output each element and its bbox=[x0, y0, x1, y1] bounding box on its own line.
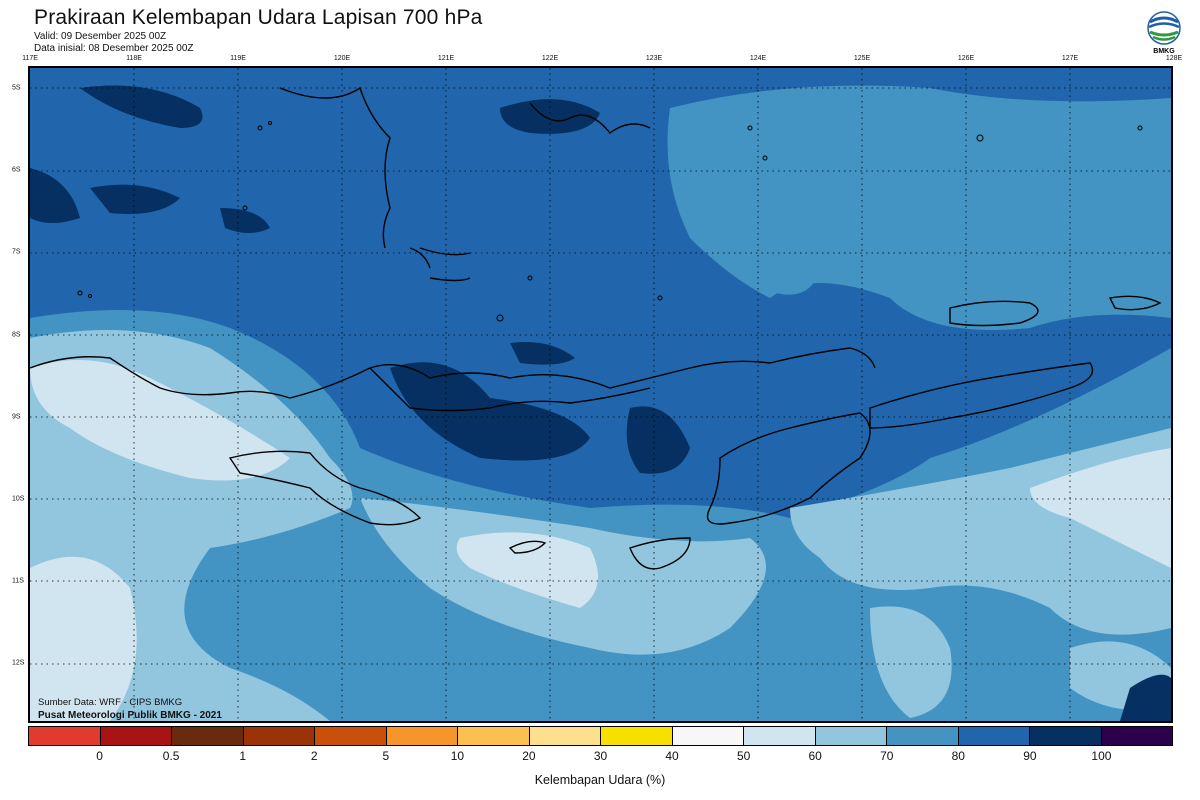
colorbar-segment bbox=[1101, 727, 1172, 745]
colorbar-label: 10 bbox=[450, 749, 465, 763]
lat-tick-label: 6S bbox=[12, 166, 21, 174]
coastline-kisar bbox=[1108, 295, 1162, 311]
lon-tick-label: 122E bbox=[541, 55, 559, 62]
lat-tick-label: 11S bbox=[12, 577, 24, 585]
coastline-rote bbox=[629, 537, 691, 570]
coastline-timor bbox=[706, 412, 871, 525]
lon-tick-label: 120E bbox=[333, 55, 351, 62]
coastline-sumba bbox=[228, 450, 422, 526]
coastline-alor bbox=[869, 362, 1094, 429]
humidity-field-90-100 bbox=[626, 406, 690, 474]
humidity-field-90-100 bbox=[220, 208, 270, 233]
humidity-field-90-100 bbox=[500, 99, 600, 134]
colorbar-segment bbox=[887, 727, 959, 745]
humidity-field-90-100 bbox=[80, 85, 203, 128]
initial-time: Data inisial: 08 Desember 2025 00Z bbox=[34, 43, 194, 54]
colorbar bbox=[28, 726, 1173, 746]
humidity-field-90-100 bbox=[30, 168, 80, 223]
humidity-field-90-100 bbox=[1120, 674, 1171, 721]
colorbar-segment bbox=[172, 727, 244, 745]
colorbar-segment bbox=[315, 727, 387, 745]
colorbar-label: 90 bbox=[1023, 749, 1037, 763]
colorbar-label: 100 bbox=[1091, 749, 1112, 763]
coastline-wetar bbox=[949, 300, 1039, 327]
small-islands bbox=[77, 121, 1143, 322]
colorbar-segment bbox=[672, 727, 744, 745]
lon-tick-label: 126E bbox=[957, 55, 975, 62]
coastline-sawu bbox=[508, 540, 547, 554]
colorbar-segment bbox=[815, 727, 887, 745]
humidity-map bbox=[28, 66, 1173, 723]
humidity-field-90-100 bbox=[510, 342, 575, 365]
humidity-field-50-60 bbox=[30, 360, 290, 481]
colorbar-label: 0 bbox=[96, 749, 103, 763]
lon-tick-label: 123E bbox=[645, 55, 663, 62]
coastline-sulawesi bbox=[279, 86, 391, 249]
data-source-credit: Sumber Data: WRF - CIPS BMKG bbox=[38, 697, 183, 708]
coastline-sumbawa bbox=[369, 367, 651, 412]
map-title: Prakiraan Kelembapan Udara Lapisan 700 h… bbox=[34, 6, 483, 29]
humidity-field-70-80 bbox=[730, 226, 820, 295]
colorbar-segment bbox=[386, 727, 458, 745]
lon-tick-label: 128E bbox=[1165, 55, 1183, 62]
publisher-credit: Pusat Meteorologi Publik BMKG - 2021 bbox=[38, 710, 222, 721]
colorbar-label: 30 bbox=[593, 749, 608, 763]
valid-time: Valid: 09 Desember 2025 00Z bbox=[34, 31, 167, 42]
coastline-lombok bbox=[30, 347, 876, 399]
colorbar-label: 5 bbox=[382, 749, 390, 763]
colorbar-label: 80 bbox=[951, 749, 965, 763]
coastline-flores-north bbox=[419, 247, 471, 256]
humidity-field-60-70 bbox=[870, 606, 952, 718]
colorbar-label: 70 bbox=[880, 749, 894, 763]
coastline-tanahjampea bbox=[429, 277, 471, 282]
colorbar-segment bbox=[744, 727, 816, 745]
coastlines bbox=[30, 86, 1162, 570]
map-canvas bbox=[30, 68, 1171, 721]
colorbar-title: Kelembapan Udara (%) bbox=[534, 773, 666, 787]
lat-tick-label: 8S bbox=[12, 331, 21, 339]
colorbar-segment bbox=[458, 727, 530, 745]
lat-tick-label: 7S bbox=[12, 248, 21, 256]
lat-tick-label: 9S bbox=[12, 413, 21, 421]
colorbar-label: 60 bbox=[808, 749, 822, 763]
humidity-field-90-100 bbox=[90, 184, 180, 214]
colorbar-segment bbox=[243, 727, 315, 745]
lon-tick-label: 124E bbox=[749, 55, 767, 62]
lon-tick-label: 121E bbox=[437, 55, 455, 62]
colorbar-label: 20 bbox=[522, 749, 536, 763]
humidity-field-50-60 bbox=[456, 532, 598, 608]
colorbar-label: 1 bbox=[239, 749, 247, 763]
lat-tick-label: 5S bbox=[12, 84, 21, 92]
lat-tick-label: 10S bbox=[12, 495, 25, 503]
humidity-field-50-60 bbox=[1030, 448, 1171, 568]
lon-tick-label: 125E bbox=[853, 55, 871, 62]
colorbar-segment bbox=[29, 727, 101, 745]
lon-tick-label: 127E bbox=[1061, 55, 1079, 62]
lat-tick-label: 12S bbox=[12, 659, 25, 667]
colorbar-segment bbox=[529, 727, 601, 745]
logo-text: BMKG bbox=[1153, 48, 1175, 55]
coastline-buton bbox=[529, 102, 651, 134]
colorbar-label: 40 bbox=[665, 749, 679, 763]
humidity-field-50-60 bbox=[30, 556, 137, 721]
colorbar-segment bbox=[1030, 727, 1102, 745]
colorbar-segment bbox=[601, 727, 673, 745]
lon-tick-label: 118E bbox=[126, 55, 142, 62]
colorbar-segment bbox=[100, 727, 172, 745]
coastline-selayar bbox=[409, 247, 431, 269]
lon-tick-label: 119E bbox=[230, 55, 246, 62]
humidity-field-90-100 bbox=[390, 362, 590, 461]
colorbar-label: 0.5 bbox=[162, 749, 180, 763]
bmkg-logo: BMKG bbox=[1144, 10, 1184, 56]
colorbar-label: 50 bbox=[736, 749, 751, 763]
colorbar-segment bbox=[958, 727, 1030, 745]
colorbar-label: 2 bbox=[310, 749, 318, 763]
lon-tick-label: 117E bbox=[22, 55, 38, 62]
